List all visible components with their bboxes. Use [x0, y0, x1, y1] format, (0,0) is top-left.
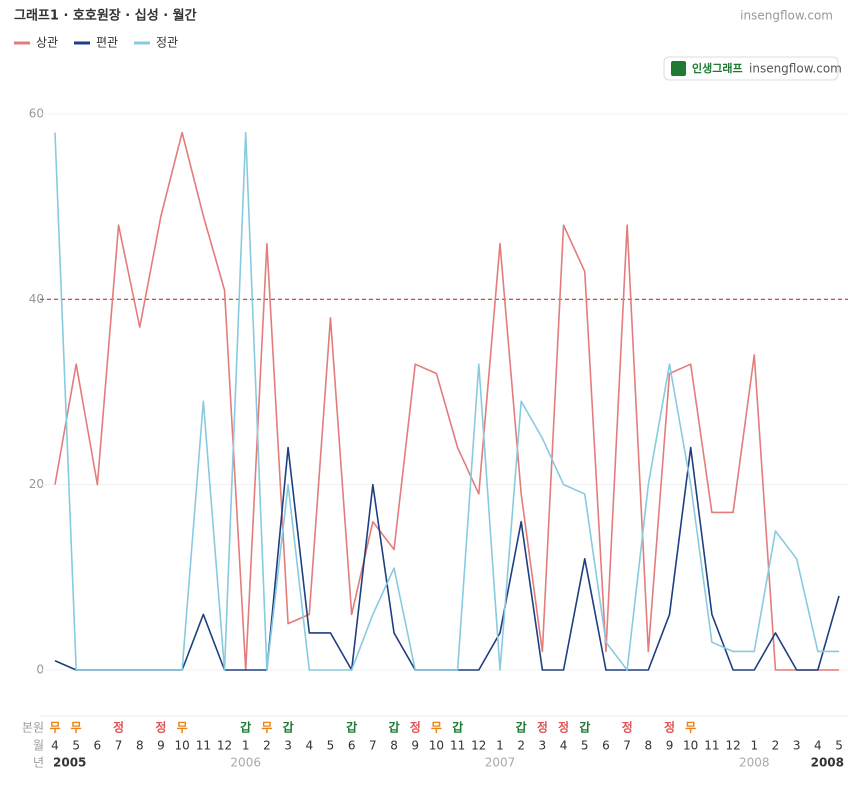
x-tick-label: 12: [725, 739, 740, 753]
x-tick-label: 12: [217, 739, 232, 753]
badge-brand: 인생그래프: [692, 61, 743, 75]
stem-label: 무: [685, 721, 696, 735]
x-tick-label: 7: [369, 739, 377, 753]
x-tick-label: 11: [450, 739, 465, 753]
series-line: [54, 446, 840, 671]
x-tick-label: 6: [602, 739, 610, 753]
stem-label: 무: [71, 721, 82, 735]
y-tick-label: 60: [29, 107, 44, 121]
stem-label: 갑: [346, 721, 357, 735]
x-tick-label: 4: [560, 739, 568, 753]
x-tick-label: 8: [136, 739, 144, 753]
x-tick-label: 11: [704, 739, 719, 753]
row-label: 월: [33, 739, 44, 753]
x-tick-label: 12: [471, 739, 486, 753]
x-tick-label: 9: [666, 739, 674, 753]
x-tick-label: 6: [348, 739, 356, 753]
x-tick-label: 8: [390, 739, 398, 753]
stem-label: 무: [49, 721, 60, 735]
x-tick-label: 2: [517, 739, 525, 753]
stem-label: 무: [177, 721, 188, 735]
x-tick-label: 8: [644, 739, 652, 753]
stem-label: 정: [155, 720, 166, 735]
x-tick-label: 2: [263, 739, 271, 753]
x-tick-label: 9: [411, 739, 419, 753]
stem-label: 갑: [516, 721, 527, 735]
site-label: insengflow.com: [740, 9, 833, 23]
stem-label: 갑: [389, 721, 400, 735]
stem-label: 정: [537, 720, 548, 735]
year-label: 2008: [739, 756, 770, 770]
x-tick-label: 5: [327, 739, 335, 753]
x-tick-label: 4: [814, 739, 822, 753]
x-tick-label: 11: [196, 739, 211, 753]
x-tick-label: 10: [683, 739, 698, 753]
x-tick-label: 4: [51, 739, 59, 753]
x-tick-label: 4: [305, 739, 313, 753]
stem-label: 무: [261, 721, 272, 735]
year-label: 2007: [485, 756, 516, 770]
x-tick-label: 9: [157, 739, 165, 753]
series-line: [54, 131, 840, 671]
stem-label: 정: [558, 720, 569, 735]
chart-title: 그래프1 · 호호원장 · 십성 · 월간: [14, 8, 197, 24]
x-tick-label: 2: [772, 739, 780, 753]
legend-label: 상관: [36, 36, 58, 50]
stem-label: 갑: [579, 721, 590, 735]
stem-label: 무: [431, 721, 442, 735]
legend-label: 편관: [96, 36, 118, 50]
x-tick-label: 7: [623, 739, 631, 753]
stem-label: 갑: [240, 721, 251, 735]
x-tick-label: 1: [750, 739, 758, 753]
stem-label: 정: [113, 720, 124, 735]
year-label: 2005: [53, 756, 86, 770]
x-tick-label: 3: [539, 739, 547, 753]
stem-label: 갑: [452, 721, 463, 735]
y-tick-label: 20: [29, 477, 44, 491]
stem-label: 정: [622, 720, 633, 735]
stem-label: 갑: [283, 721, 294, 735]
legend-label: 정관: [156, 36, 178, 50]
stem-label: 정: [410, 720, 421, 735]
x-tick-label: 6: [94, 739, 102, 753]
x-tick-label: 10: [429, 739, 444, 753]
row-label: 본원: [22, 721, 44, 735]
x-tick-label: 7: [115, 739, 123, 753]
x-tick-label: 1: [242, 739, 250, 753]
badge-icon: [671, 61, 686, 76]
badge-site: insengflow.com: [749, 62, 842, 76]
x-tick-label: 5: [72, 739, 80, 753]
x-tick-label: 10: [174, 739, 189, 753]
year-label: 2008: [811, 756, 844, 770]
row-label: 년: [33, 756, 44, 770]
series-line: [54, 131, 840, 671]
x-tick-label: 3: [284, 739, 292, 753]
year-label: 2006: [230, 756, 261, 770]
badge: [663, 56, 839, 81]
y-tick-label: 40: [29, 292, 44, 306]
x-tick-label: 3: [793, 739, 801, 753]
x-tick-label: 1: [496, 739, 504, 753]
x-tick-label: 5: [835, 739, 843, 753]
x-tick-label: 5: [581, 739, 589, 753]
stem-label: 정: [664, 720, 675, 735]
